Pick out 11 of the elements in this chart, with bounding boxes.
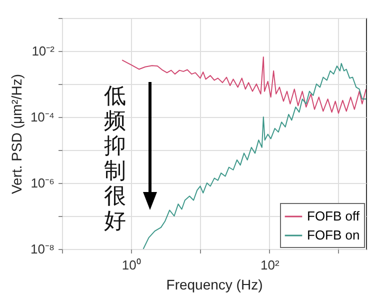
x-axis-title: Frequency (Hz) xyxy=(166,276,263,292)
annotation: 低频抑制很好 xyxy=(103,84,127,234)
x-tick-label: 10² xyxy=(260,258,280,272)
y-tick-label: 10⁻⁶ xyxy=(30,176,54,190)
y-tick-label: 10⁻⁴ xyxy=(30,110,54,124)
y-tick-label: 10⁻² xyxy=(32,44,56,58)
x-tick-label: 10⁰ xyxy=(122,258,142,272)
y-tick-label: 10⁻⁸ xyxy=(30,242,54,256)
legend-label: FOFB off xyxy=(307,208,360,224)
legend-label: FOFB on xyxy=(307,228,360,242)
y-axis-title: Vert. PSD (μm²/Hz) xyxy=(8,74,24,194)
